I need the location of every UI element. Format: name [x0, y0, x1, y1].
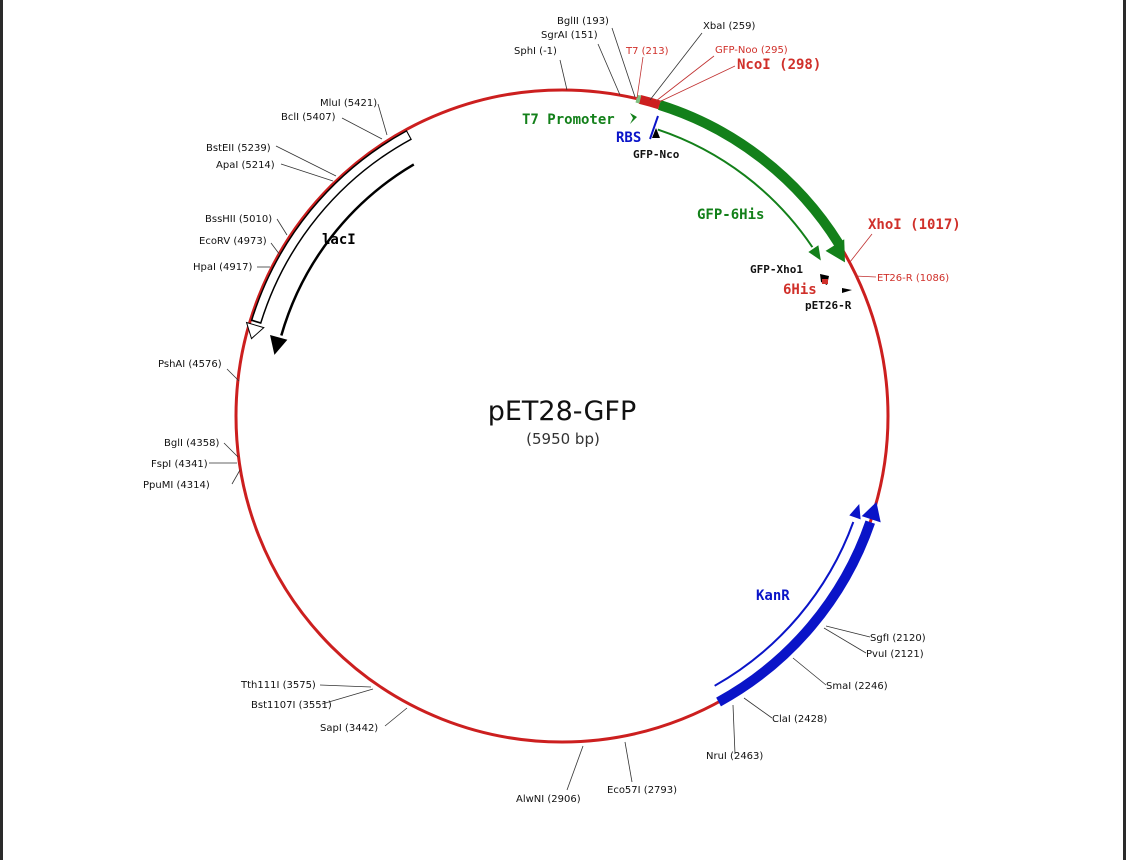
- leader-mlui: [377, 103, 388, 136]
- leader-clai: [743, 697, 773, 719]
- leader-lines: [209, 27, 877, 791]
- site-ncoi[interactable]: NcoI (298): [737, 57, 821, 73]
- site-bcli[interactable]: BclI (5407): [281, 112, 336, 123]
- kanr-thin-arc: [714, 521, 855, 687]
- laci-orf-arrowhead-icon: [245, 321, 265, 340]
- leader-alwni: [566, 745, 584, 791]
- site-apai[interactable]: ApaI (5214): [216, 160, 275, 171]
- t7-promoter-block: [635, 94, 642, 104]
- site-mlui[interactable]: MluI (5421): [320, 98, 377, 109]
- 6his-marker: [822, 279, 828, 284]
- label-pet26r: pET26-R: [805, 299, 852, 312]
- leader-eco57i: [624, 741, 633, 783]
- leader-pshai: [226, 368, 240, 382]
- gfp-orf-arc: [657, 100, 843, 246]
- t7-promoter-arrow-icon: [630, 113, 637, 124]
- leader-sapi: [384, 707, 408, 727]
- laci-orf-arc: [252, 131, 411, 323]
- site-clai[interactable]: ClaI (2428): [772, 714, 827, 725]
- leader-et26r: [854, 275, 877, 278]
- kanr-orf-arrowhead-icon: [861, 502, 881, 523]
- leader-smai: [792, 657, 827, 686]
- leader-xbai: [649, 32, 703, 101]
- label-gfp-6his: GFP-6His: [697, 207, 764, 223]
- site-sphi[interactable]: SphI (-1): [514, 46, 557, 57]
- label-kanr: KanR: [756, 588, 790, 604]
- site-pshai[interactable]: PshAI (4576): [158, 359, 222, 370]
- site-tth111i[interactable]: Tth111I (3575): [240, 680, 316, 691]
- laci-thin-arc: [280, 163, 415, 336]
- site-sgrai[interactable]: SgrAI (151): [541, 30, 598, 41]
- leader-apai: [280, 163, 334, 182]
- leader-sphi: [559, 59, 568, 91]
- leader-ecorv: [270, 242, 281, 256]
- label-laci: lacI: [322, 232, 356, 248]
- site-et26r[interactable]: ET26-R (1086): [877, 273, 949, 284]
- gfp-nco-primer-icon: [652, 128, 660, 138]
- leader-bsteii: [275, 145, 337, 177]
- leader-gfp-noo: [655, 55, 715, 102]
- pet26r-primer-icon: [842, 288, 852, 293]
- leader-nrui: [732, 704, 736, 755]
- leader-bglii: [611, 27, 636, 98]
- label-gfp-xho1: GFP-Xho1: [750, 263, 803, 276]
- leader-bsshii: [276, 218, 288, 236]
- site-ppumi[interactable]: PpuMI (4314): [143, 480, 210, 491]
- laci-thin-arrowhead-icon: [270, 334, 288, 355]
- site-xbai[interactable]: XbaI (259): [703, 21, 755, 32]
- gfp-6his-arc: [657, 128, 814, 248]
- leader-tth111i: [319, 684, 372, 688]
- site-nrui[interactable]: NruI (2463): [706, 751, 763, 762]
- gfp-6his-arrowhead-icon: [808, 245, 821, 261]
- label-gfp-nco: GFP-Nco: [633, 148, 680, 161]
- site-bglii[interactable]: BglII (193): [557, 16, 609, 27]
- leader-pvui: [823, 627, 867, 654]
- plasmid-name: pET28-GFP: [488, 396, 637, 427]
- site-hpai[interactable]: HpaI (4917): [193, 262, 252, 273]
- window-edge-right: [1123, 0, 1126, 860]
- kanr-orf-arc: [716, 520, 875, 707]
- site-bst1107i[interactable]: Bst1107I (3551): [251, 700, 332, 711]
- rbs-marker: [649, 115, 659, 140]
- leader-bgli: [223, 442, 239, 458]
- site-alwni[interactable]: AlwNI (2906): [516, 794, 581, 805]
- site-xhoi[interactable]: XhoI (1017): [868, 217, 961, 233]
- window-edge-left: [0, 0, 3, 860]
- plasmid-size: (5950 bp): [526, 430, 600, 448]
- label-t7-promoter: T7 Promoter: [522, 112, 615, 128]
- label-rbs: RBS: [616, 130, 641, 146]
- site-t7[interactable]: T7 (213): [625, 46, 669, 57]
- leader-xhoi: [849, 233, 873, 263]
- leader-sgfi: [825, 625, 871, 638]
- kanr-thin-arrowhead-icon: [849, 504, 861, 520]
- site-gfp-noo[interactable]: GFP-Noo (295): [715, 45, 788, 56]
- site-ecorv[interactable]: EcoRV (4973): [199, 236, 267, 247]
- leader-sgrai: [597, 43, 621, 96]
- site-bsshii[interactable]: BssHII (5010): [205, 214, 272, 225]
- laci-outline-arc: [250, 129, 412, 325]
- leader-ppumi: [231, 469, 241, 485]
- leader-ncoi: [658, 65, 736, 103]
- site-smai[interactable]: SmaI (2246): [826, 681, 888, 692]
- leader-bst1107i: [321, 688, 374, 705]
- site-bgli[interactable]: BglI (4358): [164, 438, 219, 449]
- site-pvui[interactable]: PvuI (2121): [866, 649, 924, 660]
- backbone-circle: [234, 88, 890, 744]
- label-6his: 6His: [783, 282, 817, 298]
- leader-t7: [636, 56, 644, 99]
- site-bsteii[interactable]: BstEII (5239): [206, 143, 271, 154]
- site-sapi[interactable]: SapI (3442): [320, 723, 378, 734]
- site-sgfi[interactable]: SgfI (2120): [870, 633, 926, 644]
- leader-bcli: [341, 117, 383, 140]
- site-fspi[interactable]: FspI (4341): [151, 459, 208, 470]
- site-eco57i[interactable]: Eco57I (2793): [607, 785, 677, 796]
- gfp-orf-arrowhead-icon: [825, 239, 845, 263]
